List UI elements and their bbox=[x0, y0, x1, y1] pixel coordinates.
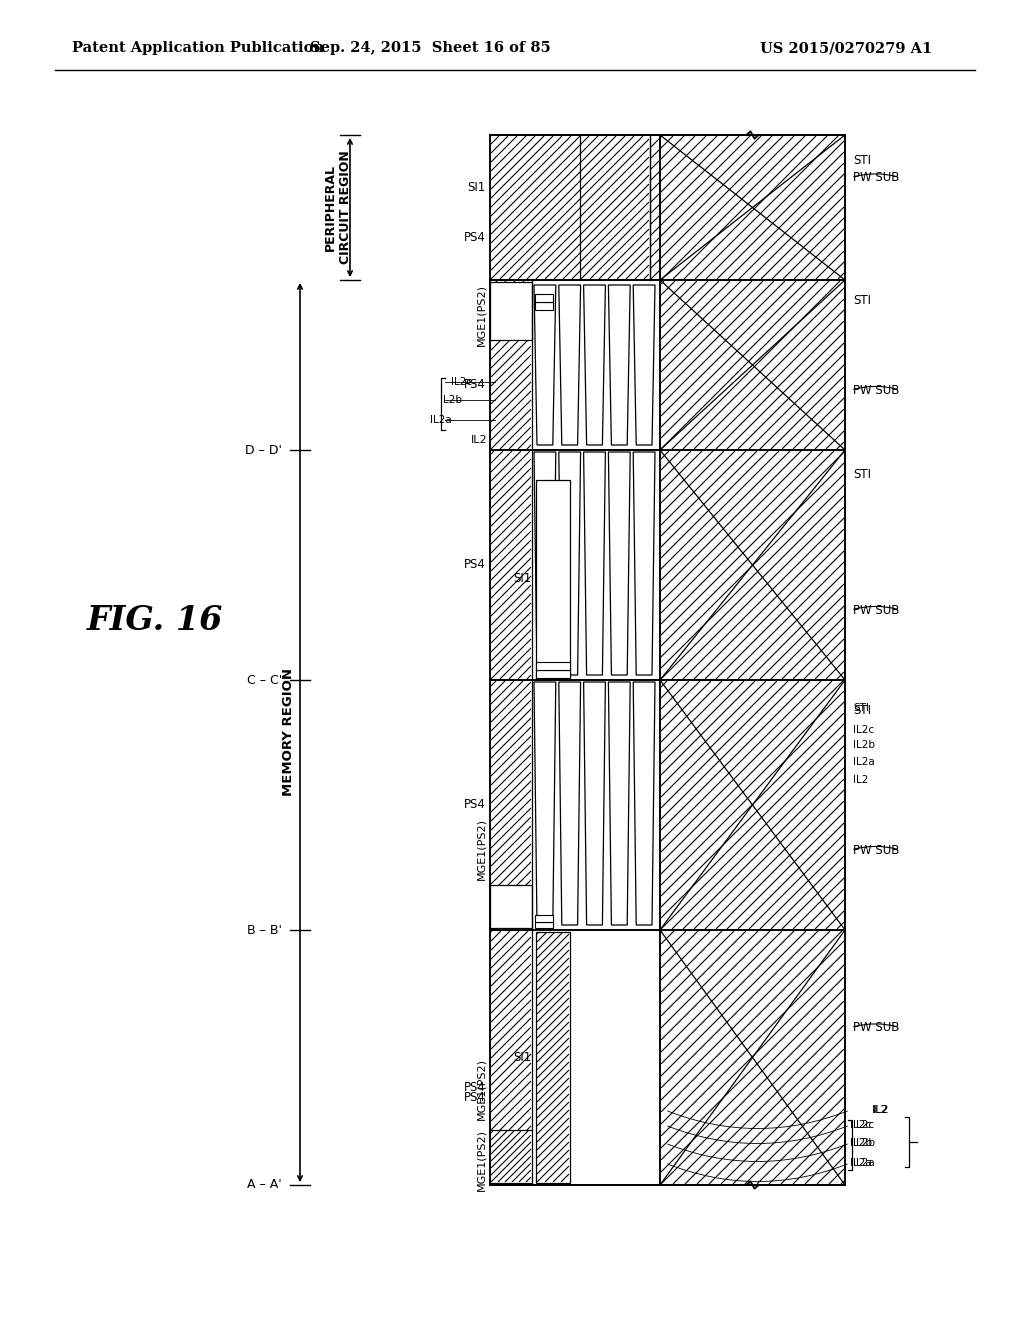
Text: IL2a: IL2a bbox=[850, 1158, 871, 1168]
Text: IL2b: IL2b bbox=[853, 741, 874, 750]
Text: IL2b: IL2b bbox=[440, 395, 462, 405]
Polygon shape bbox=[633, 285, 655, 445]
Text: IL2a: IL2a bbox=[430, 414, 452, 425]
Text: STI: STI bbox=[853, 704, 869, 713]
Polygon shape bbox=[559, 451, 581, 675]
Polygon shape bbox=[608, 451, 630, 675]
Text: MGE1(PS2): MGE1(PS2) bbox=[476, 284, 486, 346]
Text: IL2a: IL2a bbox=[853, 756, 874, 767]
Text: PS4: PS4 bbox=[464, 231, 486, 244]
Bar bbox=[535, 915, 553, 921]
Bar bbox=[535, 921, 553, 928]
Bar bbox=[490, 1130, 532, 1183]
Text: STI: STI bbox=[853, 293, 871, 306]
Text: SI1: SI1 bbox=[514, 1051, 532, 1064]
Text: PW SUB: PW SUB bbox=[853, 843, 899, 857]
Polygon shape bbox=[633, 682, 655, 925]
Bar bbox=[490, 884, 532, 928]
Text: SI1: SI1 bbox=[514, 573, 532, 586]
Bar bbox=[535, 294, 553, 302]
Text: PS4: PS4 bbox=[464, 379, 486, 392]
Text: PW SUB: PW SUB bbox=[853, 1020, 899, 1034]
Text: PS4: PS4 bbox=[464, 1081, 486, 1094]
Text: IL2: IL2 bbox=[873, 1105, 890, 1115]
Text: FIG. 16: FIG. 16 bbox=[87, 603, 223, 636]
Text: IL2: IL2 bbox=[853, 775, 868, 785]
Polygon shape bbox=[584, 682, 605, 925]
Text: IL2c: IL2c bbox=[850, 1119, 871, 1130]
Polygon shape bbox=[608, 682, 630, 925]
Text: PS4: PS4 bbox=[464, 799, 486, 812]
Text: IL2a: IL2a bbox=[853, 1158, 874, 1168]
Text: PS4: PS4 bbox=[464, 558, 486, 572]
Text: STI: STI bbox=[853, 469, 871, 482]
Polygon shape bbox=[559, 682, 581, 925]
Text: SI1: SI1 bbox=[468, 181, 486, 194]
Text: Patent Application Publication: Patent Application Publication bbox=[72, 41, 324, 55]
Text: IL2b: IL2b bbox=[853, 1138, 874, 1148]
Polygon shape bbox=[633, 451, 655, 675]
Text: MGE1(PS2): MGE1(PS2) bbox=[476, 1059, 486, 1119]
Bar bbox=[535, 302, 553, 310]
Bar bbox=[536, 671, 570, 678]
Bar bbox=[490, 282, 532, 341]
Text: PW SUB: PW SUB bbox=[853, 603, 899, 616]
Text: PW SUB: PW SUB bbox=[853, 172, 899, 183]
Text: MEMORY REGION: MEMORY REGION bbox=[282, 668, 295, 796]
Bar bbox=[536, 932, 570, 1183]
Text: IL2c: IL2c bbox=[853, 1119, 874, 1130]
Polygon shape bbox=[534, 682, 556, 925]
Text: IL2: IL2 bbox=[872, 1105, 889, 1115]
Text: STI: STI bbox=[853, 153, 871, 166]
Polygon shape bbox=[608, 285, 630, 445]
Text: C – C': C – C' bbox=[247, 673, 282, 686]
Text: PS4: PS4 bbox=[464, 1092, 486, 1104]
Polygon shape bbox=[584, 285, 605, 445]
Text: MGE1(PS2): MGE1(PS2) bbox=[476, 818, 486, 880]
Bar bbox=[660, 931, 845, 1185]
Text: US 2015/0270279 A1: US 2015/0270279 A1 bbox=[760, 41, 932, 55]
Bar bbox=[490, 135, 845, 1185]
Text: B – B': B – B' bbox=[247, 924, 282, 936]
Polygon shape bbox=[534, 451, 556, 675]
Polygon shape bbox=[534, 285, 556, 445]
Text: IL2b: IL2b bbox=[850, 1138, 872, 1148]
Polygon shape bbox=[584, 451, 605, 675]
Text: STI: STI bbox=[853, 704, 871, 717]
Text: IL2: IL2 bbox=[470, 436, 487, 445]
Bar bbox=[536, 480, 570, 678]
Text: IL2c: IL2c bbox=[451, 378, 472, 387]
Bar bbox=[536, 663, 570, 671]
Text: D – D': D – D' bbox=[245, 444, 282, 457]
Text: PERIPHERAL
CIRCUIT REGION: PERIPHERAL CIRCUIT REGION bbox=[324, 150, 352, 264]
Text: IL2c: IL2c bbox=[853, 725, 874, 735]
Text: MGE1(PS2): MGE1(PS2) bbox=[476, 1129, 486, 1191]
Text: Sep. 24, 2015  Sheet 16 of 85: Sep. 24, 2015 Sheet 16 of 85 bbox=[309, 41, 550, 55]
Bar bbox=[490, 931, 532, 1184]
Text: A – A': A – A' bbox=[247, 1179, 282, 1192]
Text: PW SUB: PW SUB bbox=[853, 384, 899, 396]
Polygon shape bbox=[559, 285, 581, 445]
